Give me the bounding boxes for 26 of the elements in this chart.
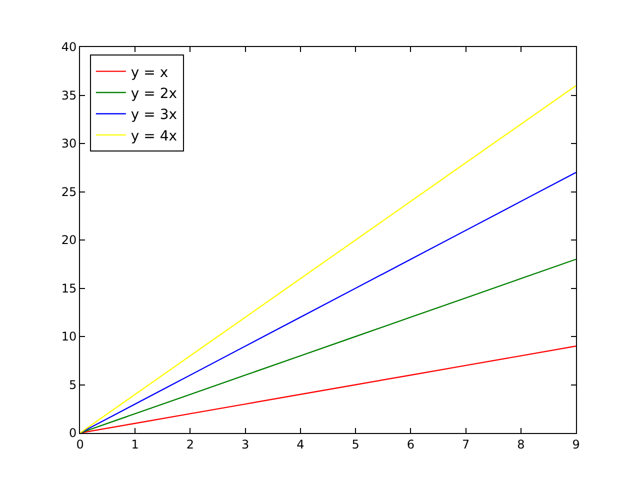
x-tick-label: 6 (406, 437, 414, 452)
y-tick-label: 40 (61, 40, 77, 54)
y-tick-label: 30 (61, 136, 77, 151)
x-tick-label: 9 (572, 437, 580, 452)
legend-label: y = 3x (130, 107, 178, 124)
y-tick-label: 10 (61, 330, 77, 344)
line-series (80, 172, 576, 433)
line-series (80, 346, 576, 433)
line-series (80, 85, 576, 433)
x-tick-label: 7 (462, 437, 470, 452)
y-tick-label: 5 (68, 378, 77, 392)
legend-label: y = 2x (130, 86, 178, 102)
x-tick-label: 2 (186, 437, 194, 452)
legend-label: y = x (130, 64, 168, 81)
x-tick-label: 8 (517, 437, 525, 452)
x-tick-label: 4 (296, 437, 304, 452)
y-tick-label: 0 (68, 426, 77, 440)
y-tick-label: 15 (61, 281, 77, 296)
y-tick-label: 35 (61, 88, 77, 102)
line-series (80, 258, 576, 433)
y-tick-label: 20 (61, 233, 77, 248)
x-tick-label: 5 (352, 437, 360, 452)
y-tick-label: 25 (61, 184, 77, 199)
x-tick-label: 3 (242, 437, 250, 452)
legend-label: y = 4x (130, 128, 178, 144)
x-tick-label: 1 (131, 437, 139, 452)
